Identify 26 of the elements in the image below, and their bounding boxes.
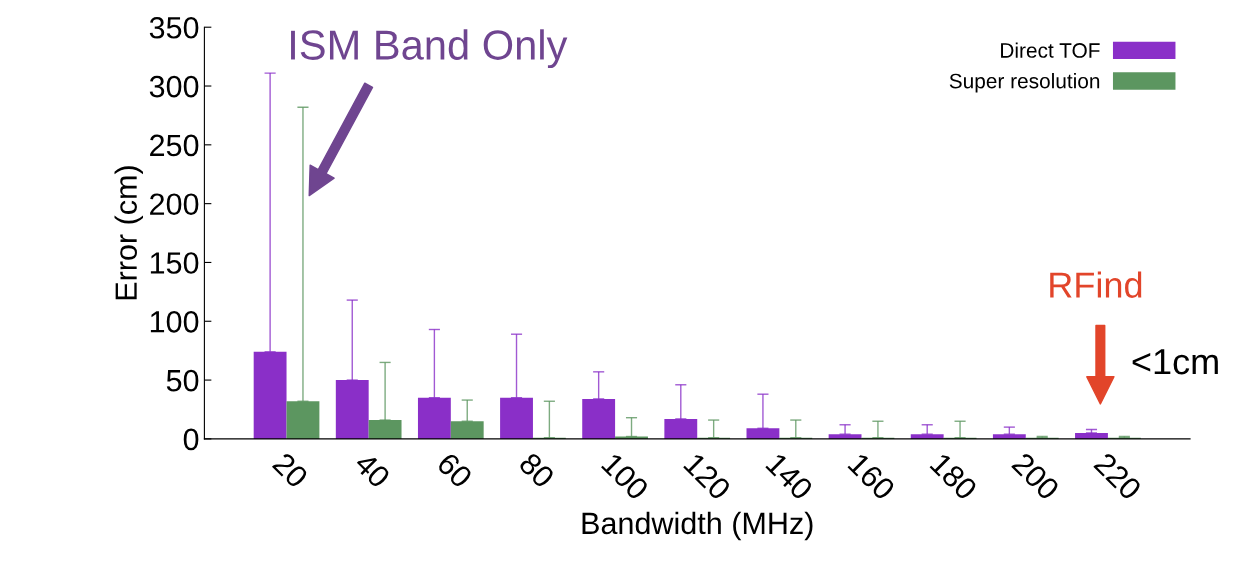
annotation: <1cm: [1132, 349, 1218, 375]
legend-label: Super resolution: [949, 73, 1100, 93]
x-tick-label: 220: [1093, 451, 1143, 502]
x-tick-label: 120: [683, 452, 732, 502]
y-tick-label: 50: [166, 369, 199, 392]
x-tick-label: 80: [518, 451, 556, 490]
y-axis-title: Error (cm): [114, 166, 143, 300]
y-tick-label: 350: [149, 16, 199, 39]
x-tick-label: 100: [600, 452, 650, 502]
x-tick-label: 20: [271, 451, 310, 490]
y-tick-label: 250: [150, 134, 199, 157]
x-tick-label: 180: [929, 452, 979, 502]
annotation: RFind: [1050, 271, 1142, 298]
x-tick-label: 200: [1010, 451, 1061, 502]
y-tick-label: 150: [150, 252, 199, 274]
x-tick-label: 60: [436, 451, 474, 490]
y-tick-label: 0: [183, 428, 199, 451]
annotation: ISM Band Only: [291, 29, 568, 69]
y-tick-label: 200: [150, 193, 199, 216]
y-tick-label: 100: [150, 311, 199, 333]
y-tick-label: 300: [149, 75, 199, 98]
legend-label: Direct TOF: [1001, 42, 1100, 58]
x-axis-title: Bandwidth (MHz): [582, 511, 813, 541]
x-tick-label: 140: [765, 452, 814, 502]
x-tick-label: 40: [353, 451, 392, 490]
x-tick-label: 160: [847, 452, 897, 502]
